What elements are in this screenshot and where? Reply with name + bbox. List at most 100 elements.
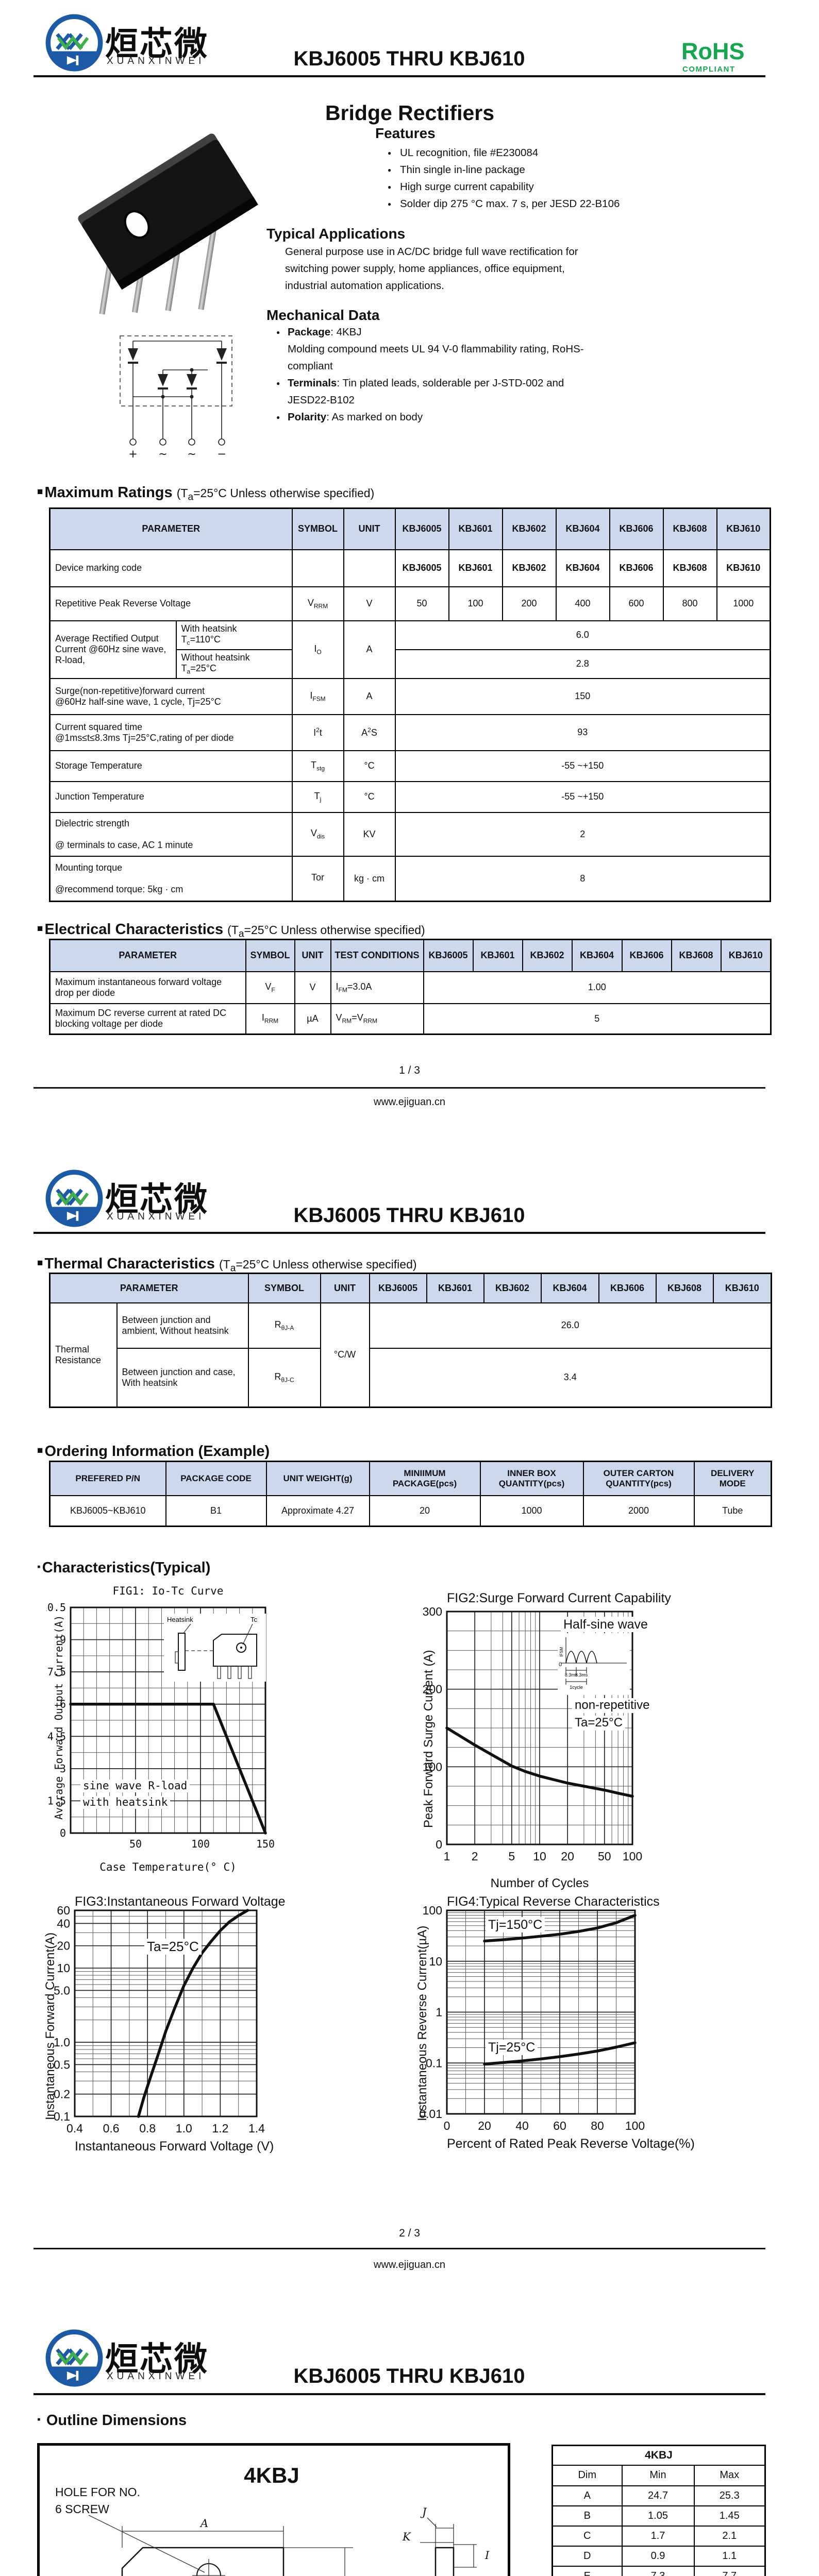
device-column-header: KBJ606 — [598, 1273, 657, 1303]
value-cell: KBJ601 — [448, 549, 503, 587]
device-column-header: KBJ601 — [472, 939, 523, 972]
row-ifsm: Surge(non-repetitive)forward current @60H… — [49, 677, 771, 715]
fig2-xlabel: Number of Cycles — [490, 1876, 589, 1890]
fig1-annotation-2: with heatsink — [80, 1796, 171, 1809]
max-ratings-table: PARAMETER SYMBOL UNIT KBJ6005 KBJ601 KBJ60… — [49, 507, 772, 902]
brand-name-en: XUANXINWEI — [107, 1211, 205, 1222]
value-cell: PACKAGE CODE — [165, 1461, 267, 1496]
tick-label: 1.2 — [212, 2122, 228, 2135]
tick-label: 1.0 — [176, 2122, 192, 2135]
tick-label: 40 — [515, 2119, 529, 2132]
rohs-compliant-label: COMPLIANT — [682, 65, 736, 74]
brand-name-cn: 烜芯微 — [105, 2341, 209, 2378]
device-column-header: KBJ610 — [720, 939, 772, 972]
brand-logo — [45, 1170, 103, 1227]
tick-label: 200 — [423, 1683, 442, 1696]
dim-value-cell: 7.7 — [693, 2565, 766, 2576]
hole-note: HOLE FOR NO. 6 SCREW — [55, 2485, 140, 2516]
page-number: 1 / 3 — [399, 1064, 420, 1076]
row-tj: Junction Temperature Tj °C -55 ~+150 — [49, 781, 771, 813]
fig4-ylabel: Instantaneous Reverse Current(µA) — [415, 1925, 429, 2121]
row-irrm: Maximum DC reverse current at rated DC b… — [49, 1003, 772, 1035]
col-parameter: PARAMETER — [49, 507, 293, 550]
chart-fig2-surge: 1 2 5 10 20 50 100 0 100 200 300 FIG2:Surge Forwar… — [417, 1582, 671, 1899]
value-cell: 600 — [609, 586, 664, 621]
row-io-noheatsink: Without heatsink Ta=25°C 2.8 — [50, 649, 771, 679]
dim-table-row: C 1.7 2.1 — [551, 2525, 766, 2547]
outline-drawing: + ~ ~ − — [88, 2506, 490, 2576]
tick-label: 100 — [423, 1904, 442, 1917]
outline-heading: ▪ Outline Dimensions — [37, 2412, 187, 2429]
series-Tj=150°C — [483, 1913, 637, 1943]
row-vrrm: Repetitive Peak Reverse Voltage VRRM V 5… — [49, 586, 771, 621]
tick-label: 50 — [598, 1850, 611, 1863]
wave-cycle: 1cycle — [570, 1685, 583, 1690]
electrical-heading: ■ Electrical Characteristics (Ta=25°C Unl… — [37, 921, 425, 940]
device-column-header: KBJ6005 — [369, 1273, 427, 1303]
fig3-xlabel: Instantaneous Forward Voltage (V) — [75, 2139, 274, 2154]
col-unit: UNIT — [343, 507, 396, 550]
dim-value-cell: B — [551, 2505, 623, 2527]
feature-item: High surge current capability — [388, 178, 620, 196]
tick-label: 100 — [625, 2119, 645, 2132]
tick-label: 0 — [436, 1838, 442, 1851]
tick-label: 0.6 — [103, 2122, 120, 2135]
electrical-table: PARAMETER SYMBOL UNIT TEST CONDITIONS KB… — [49, 939, 772, 1035]
tick-label: 5 — [508, 1850, 515, 1863]
brand-logo — [45, 2329, 103, 2387]
footer-rule — [34, 1087, 765, 1089]
row-vf: Maximum instantaneous forward voltage dr… — [49, 971, 772, 1004]
tick-label: 0 — [60, 1827, 66, 1839]
thermal-table: PARAMETER SYMBOL UNIT KBJ6005 KBJ601 KBJ60… — [49, 1273, 773, 1408]
terminal-plus: + — [128, 448, 138, 460]
fig2-title: FIG2:Surge Forward Current Capability — [447, 1591, 671, 1605]
tick-label: 1 — [436, 2006, 442, 2019]
fig3-ylabel: Instantaneous Forward Current(A) — [43, 1932, 57, 2120]
brand-logo — [45, 14, 103, 72]
series-Io — [69, 1702, 267, 1835]
wave-seg2: 8.3ms — [575, 1672, 588, 1677]
tick-label: 0.5 — [54, 2058, 70, 2071]
fig4-label-tj150: Tj=150°C — [486, 1917, 545, 1933]
tick-label: 0.2 — [54, 2088, 70, 2101]
dim-table-row: E 7.3 7.7 — [551, 2565, 766, 2576]
page-3: 烜芯微 XUANXINWEI KBJ6005 THRU KBJ610 ▪ Out… — [0, 2313, 819, 2576]
site-url: www.ejiguan.cn — [374, 2259, 445, 2270]
value-cell: KBJ6005 — [394, 549, 449, 587]
feature-item: UL recognition, file #E230084 — [388, 144, 620, 162]
doc-title: KBJ6005 THRU KBJ610 — [293, 1204, 525, 1227]
tick-label: 1.5 — [47, 1794, 66, 1807]
ordering-heading: ■ Ordering Information (Example) — [37, 1443, 270, 1460]
table-header-row: PARAMETER SYMBOL UNIT KBJ6005 KBJ601 KBJ60… — [49, 507, 771, 550]
dim-table-title: 4KBJ — [551, 2445, 766, 2466]
chart-fig3-vf: 0.4 0.6 0.8 1.0 1.2 1.4 0.1 0.2 0.5 1.0 5.0 10 20 40 6… — [41, 1893, 286, 2159]
dim-value-cell: 1.45 — [693, 2505, 766, 2527]
dim-table-row: D 0.9 1.1 — [551, 2545, 766, 2567]
dim-value-cell: E — [551, 2565, 623, 2576]
product-title: Bridge Rectifiers — [325, 101, 495, 125]
dim-value-cell: 1.7 — [621, 2525, 695, 2547]
tick-label: 40 — [57, 1917, 70, 1930]
site-url: www.ejiguan.cn — [374, 1096, 445, 1108]
fig2-halfsine-label: Half-sine wave — [561, 1617, 650, 1632]
value-cell: KBJ606 — [609, 549, 664, 587]
table-header-row: PARAMETER SYMBOL UNIT KBJ6005 KBJ601 KBJ60… — [49, 1273, 772, 1303]
series-VF — [137, 1909, 249, 2118]
device-column-header: KBJ602 — [522, 939, 573, 972]
value-cell: KBJ608 — [662, 549, 717, 587]
tick-label: 9 — [60, 1634, 66, 1646]
tick-label: 0.8 — [139, 2122, 156, 2135]
brand-name-en: XUANXINWEI — [107, 2371, 205, 2382]
dim-table-row: B 1.05 1.45 — [551, 2505, 766, 2527]
dim-value-cell: 0.9 — [621, 2545, 695, 2567]
doc-title: KBJ6005 THRU KBJ610 — [293, 47, 525, 70]
features-heading: Features — [375, 125, 436, 141]
wave-ifsm: IFSM — [559, 1647, 564, 1657]
series-IFSM — [445, 1726, 634, 1798]
value-cell: Tube — [693, 1495, 772, 1527]
mechanical-heading: Mechanical Data — [266, 307, 380, 323]
value-cell: INNER BOX QUANTITY(pcs) — [479, 1461, 584, 1496]
value-cell: UNIT WEIGHT(g) — [265, 1461, 370, 1496]
table-header-row: PREFERED P/N PACKAGE CODE UNIT WEIGHT(g) MI… — [49, 1461, 772, 1496]
tick-label: 10 — [429, 1955, 442, 1968]
